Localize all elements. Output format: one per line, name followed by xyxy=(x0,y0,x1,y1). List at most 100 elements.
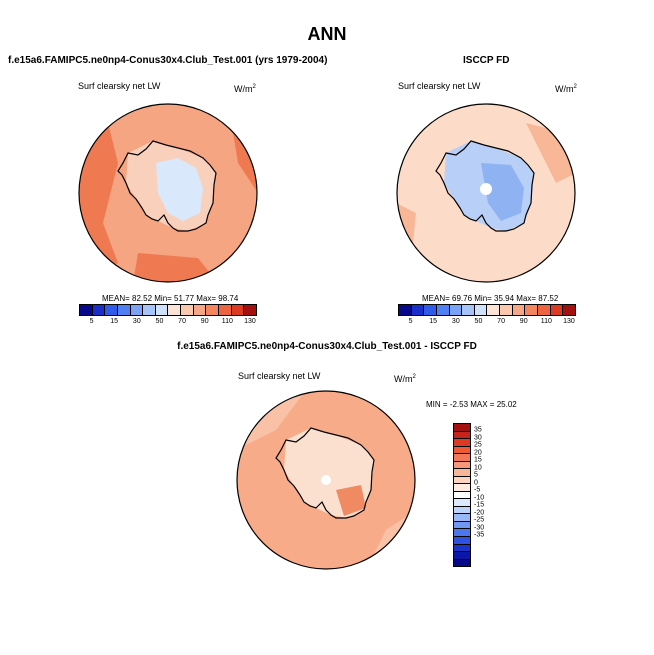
colorbar-swatch xyxy=(206,305,220,315)
panel1-units: W/m2 xyxy=(234,84,256,94)
coastline xyxy=(117,140,217,232)
colorbar-tick-label: -30 xyxy=(474,524,485,532)
colorbar-swatch xyxy=(454,536,470,545)
colorbar-swatch xyxy=(449,305,463,315)
colorbar-swatch xyxy=(454,484,470,492)
colorbar-swatch xyxy=(454,446,470,455)
colorbar-tick-label: 90 xyxy=(519,318,528,325)
colorbar-tick-label: 20 xyxy=(474,449,482,457)
panel2-stats: MEAN= 69.76 Min= 35.94 Max= 87.52 xyxy=(422,294,559,303)
colorbar-obs xyxy=(398,304,576,316)
colorbar-swatch xyxy=(454,491,470,500)
colorbar-swatch xyxy=(454,514,470,522)
colorbar-swatch xyxy=(244,305,256,315)
colorbar-swatch xyxy=(538,305,551,315)
colorbar-tick-label: -20 xyxy=(474,509,485,517)
panel3-header: f.e15a6.FAMIPC5.ne0np4-Conus30x4.Club_Te… xyxy=(177,341,477,352)
colorbar-swatch xyxy=(181,305,194,315)
obs-polar-map xyxy=(396,103,576,283)
panel1-header: f.e15a6.FAMIPC5.ne0np4-Conus30x4.Club_Te… xyxy=(8,55,328,66)
colorbar-swatch xyxy=(563,305,575,315)
colorbar-swatch xyxy=(550,305,564,315)
colorbar-swatch xyxy=(436,305,450,315)
colorbar-swatch xyxy=(454,424,470,432)
colorbar-swatch xyxy=(424,305,437,315)
panel2-variable: Surf clearsky net LW xyxy=(398,81,481,91)
panel2-units: W/m2 xyxy=(555,84,577,94)
colorbar-swatch xyxy=(117,305,131,315)
colorbar-obs-ticks: 5 15 30 50 70 90 110 130 xyxy=(398,318,575,328)
colorbar-model-ticks: 5 15 30 50 70 90 110 130 xyxy=(79,318,256,328)
colorbar-tick-label: -25 xyxy=(474,516,485,524)
colorbar-tick-label: 70 xyxy=(178,318,186,325)
colorbar-swatch xyxy=(454,454,470,462)
colorbar-swatch xyxy=(80,305,93,315)
colorbar-difference-ticks: 35 30 25 20 15 10 5 0 -5 -10 -15 -20 -25 -30 -35 xyxy=(474,423,504,565)
colorbar-swatch xyxy=(130,305,144,315)
colorbar-tick-label: 5 xyxy=(474,471,478,479)
colorbar-swatch xyxy=(454,506,470,515)
colorbar-swatch xyxy=(411,305,425,315)
colorbar-tick-label: 130 xyxy=(563,318,575,325)
panel3-units: W/m2 xyxy=(394,374,416,384)
colorbar-tick-label: 10 xyxy=(474,464,482,472)
colorbar-tick-label: 90 xyxy=(200,318,209,325)
colorbar-swatch xyxy=(454,521,470,530)
colorbar-tick-label: 70 xyxy=(497,318,505,325)
colorbar-tick-label: 15 xyxy=(474,456,482,464)
colorbar-tick-label: 25 xyxy=(474,441,482,449)
colorbar-swatch xyxy=(500,305,513,315)
colorbar-swatch xyxy=(454,499,470,507)
colorbar-swatch xyxy=(454,552,470,560)
colorbar-swatch xyxy=(454,431,470,440)
colorbar-tick-label: 0 xyxy=(474,479,478,487)
colorbar-tick-label: 35 xyxy=(474,426,482,434)
colorbar-swatch xyxy=(193,305,207,315)
colorbar-swatch xyxy=(454,439,470,447)
colorbar-swatch xyxy=(454,469,470,477)
colorbar-swatch xyxy=(462,305,475,315)
colorbar-swatch xyxy=(512,305,526,315)
colorbar-tick-label: 130 xyxy=(244,318,256,325)
panel2-header: ISCCP FD xyxy=(463,55,510,66)
colorbar-swatch xyxy=(168,305,182,315)
colorbar-swatch xyxy=(155,305,169,315)
colorbar-swatch xyxy=(231,305,245,315)
colorbar-swatch xyxy=(487,305,501,315)
colorbar-swatch xyxy=(105,305,118,315)
colorbar-tick-label: 110 xyxy=(540,318,552,325)
colorbar-tick-label: 50 xyxy=(474,318,483,325)
colorbar-tick-label: -35 xyxy=(474,531,485,539)
model-polar-map xyxy=(78,103,258,283)
panel1-variable: Surf clearsky net LW xyxy=(78,81,161,91)
colorbar-tick-label: 15 xyxy=(429,318,438,325)
panel3-stats: MIN = -2.53 MAX = 25.02 xyxy=(426,400,517,409)
page-title: ANN xyxy=(307,24,347,44)
colorbar-swatch xyxy=(399,305,412,315)
colorbar-swatch xyxy=(454,544,470,553)
colorbar-swatch xyxy=(143,305,156,315)
colorbar-swatch xyxy=(454,461,470,470)
colorbar-tick-label: 5 xyxy=(408,318,413,325)
colorbar-swatch xyxy=(219,305,232,315)
colorbar-tick-label: 30 xyxy=(451,318,460,325)
colorbar-tick-label: -5 xyxy=(474,486,481,494)
colorbar-swatch xyxy=(92,305,106,315)
colorbar-difference xyxy=(453,423,471,567)
colorbar-swatch xyxy=(474,305,488,315)
colorbar-tick-label: -10 xyxy=(474,494,485,502)
colorbar-tick-label: 15 xyxy=(110,318,119,325)
difference-polar-map xyxy=(236,390,416,570)
colorbar-tick-label: 30 xyxy=(474,434,482,442)
colorbar-swatch xyxy=(454,529,470,537)
panel1-stats: MEAN= 82.52 Min= 51.77 Max= 98.74 xyxy=(102,294,239,303)
colorbar-swatch xyxy=(454,476,470,485)
colorbar-tick-label: 5 xyxy=(89,318,94,325)
colorbar-tick-label: 110 xyxy=(221,318,233,325)
colorbar-model xyxy=(79,304,257,316)
panel3-variable: Surf clearsky net LW xyxy=(238,371,321,381)
colorbar-swatch xyxy=(525,305,539,315)
colorbar-tick-label: -15 xyxy=(474,501,485,509)
colorbar-tick-label: 50 xyxy=(155,318,164,325)
colorbar-swatch xyxy=(454,559,470,567)
